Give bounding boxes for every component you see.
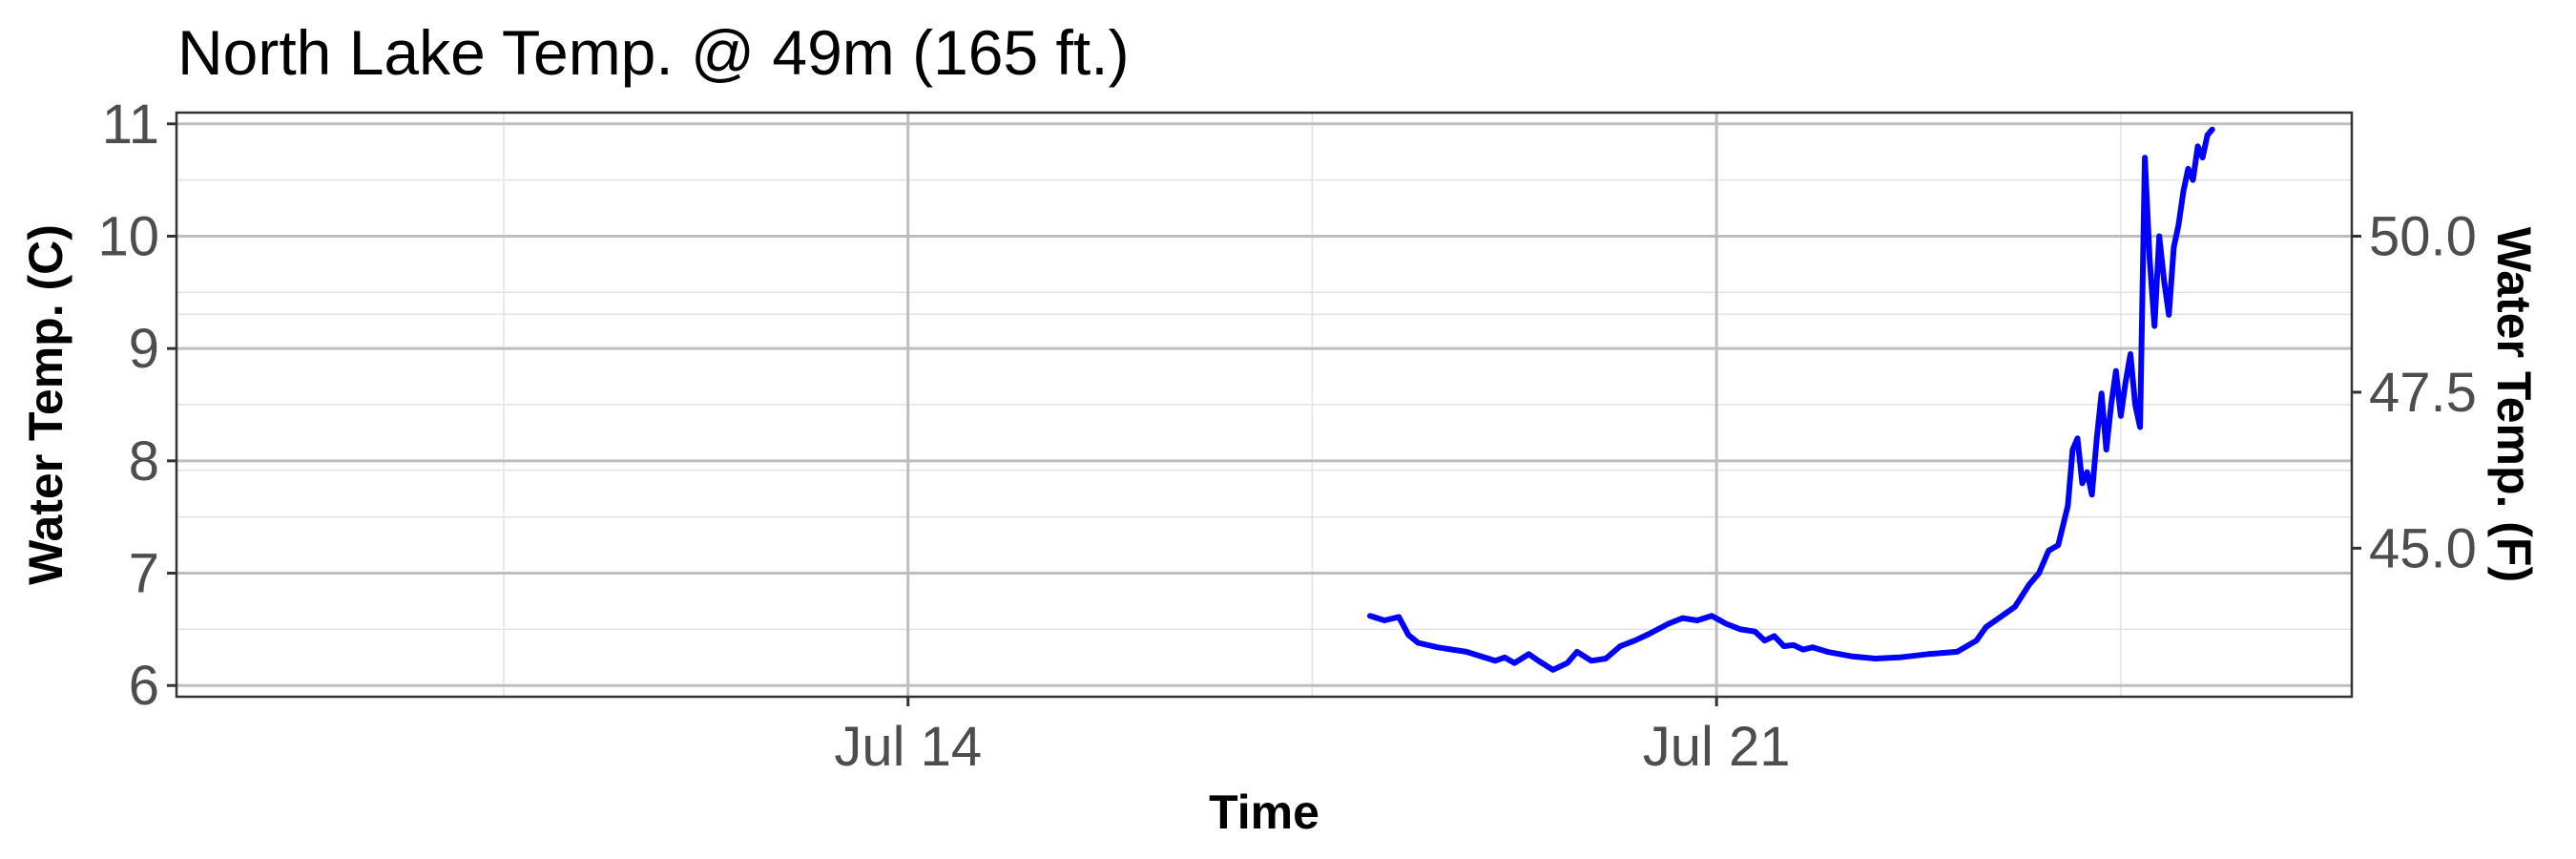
y-tick-label: 6 — [129, 655, 159, 717]
y-tick-label: 7 — [129, 543, 159, 605]
y-tick-label: 11 — [102, 94, 159, 156]
x-tick-label: Jul 21 — [1643, 716, 1791, 778]
y-axis-left-labels: 6 7 8 9 10 11 — [97, 94, 159, 717]
chart-title: North Lake Temp. @ 49m (165 ft.) — [177, 17, 1130, 88]
y-right-tick-label: 47.5 — [2369, 362, 2477, 424]
x-tick-label: Jul 14 — [834, 716, 982, 778]
major-gridlines — [177, 113, 2352, 697]
y-tick-label: 8 — [129, 430, 159, 492]
y-axis-right-labels: 45.0 47.5 50.0 — [2369, 205, 2477, 579]
y-axis-title-left: Water Temp. (C) — [19, 224, 73, 585]
minor-gridlines — [177, 113, 2352, 697]
y-tick-label: 10 — [97, 205, 159, 267]
x-axis-title: Time — [1209, 786, 1319, 839]
x-axis-labels: Jul 14 Jul 21 — [834, 716, 1790, 778]
y-tick-label: 9 — [129, 318, 159, 380]
axis-ticks — [167, 122, 2361, 706]
temperature-series-line — [1367, 126, 2215, 673]
panel-border — [175, 111, 2354, 699]
y-right-tick-label: 50.0 — [2369, 205, 2477, 267]
series-layer — [1367, 126, 2215, 673]
y-right-tick-label: 45.0 — [2369, 517, 2477, 579]
y-axis-title-right: Water Temp. (F) — [2487, 227, 2541, 582]
